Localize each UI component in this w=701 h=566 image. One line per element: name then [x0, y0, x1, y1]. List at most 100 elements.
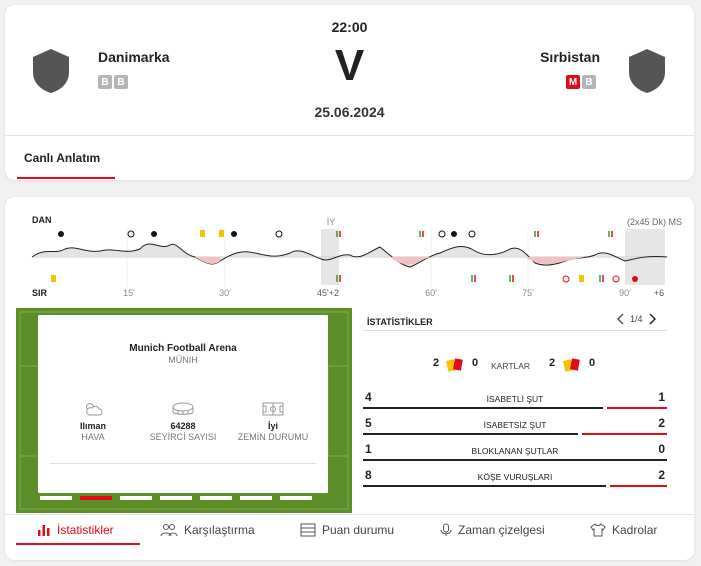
carousel-dot[interactable]: [240, 496, 272, 500]
substitution-icon[interactable]: [336, 231, 341, 237]
stat-away-value: 2: [658, 416, 665, 430]
away-form-badge: M: [566, 75, 580, 89]
away-team-name[interactable]: Sırbistan: [540, 49, 600, 65]
weather-icon: [86, 403, 103, 416]
carousel-dot-active[interactable]: [80, 496, 112, 500]
away-form: M B: [566, 75, 596, 89]
match-time: 22:00: [331, 19, 368, 35]
away-form-badge: B: [582, 75, 596, 89]
shirt-icon: [590, 523, 606, 537]
tick-label: +6: [654, 288, 664, 298]
versus-mark: V: [334, 41, 365, 90]
carousel-dot[interactable]: [160, 496, 192, 500]
tick-label: 75': [522, 288, 534, 298]
divider: [5, 514, 694, 515]
carousel-dot[interactable]: [40, 496, 72, 500]
tab-label: Karşılaştırma: [184, 523, 255, 537]
tick-label: 30': [219, 288, 231, 298]
substitution-icon[interactable]: [471, 275, 476, 282]
carousel-dot[interactable]: [280, 496, 312, 500]
stat-home-bar: [363, 485, 606, 487]
chevron-left-icon[interactable]: [617, 313, 625, 325]
stats-title: İSTATİSTİKLER: [367, 317, 433, 327]
yellow-card-icon[interactable]: [219, 230, 224, 237]
goal-icon[interactable]: [632, 276, 638, 282]
timeline-duration: (2x45 Dk) MS: [626, 217, 682, 227]
stats-pager: 1/4: [617, 313, 656, 325]
substitution-icon[interactable]: [599, 275, 604, 282]
stat-name: BLOKLANAN ŞUTLAR: [471, 446, 559, 456]
stadium-city: MÜNIH: [168, 355, 198, 365]
tab-label: Puan durumu: [322, 523, 395, 537]
stat-row: 5 İSABETSİZ ŞUT 2: [363, 416, 667, 435]
carousel-dot[interactable]: [200, 496, 232, 500]
weather-value: Ilıman: [79, 421, 106, 431]
attendance-info: 64288 SEYİRCİ SAYISI: [133, 401, 233, 442]
missed-chance-icon[interactable]: [562, 275, 570, 283]
match-timeline: 15' 30' 45'+2 60' 75' 90' +6 İY: [31, 217, 668, 298]
match-details-card: DAN SIR (2x45 Dk) MS: [5, 197, 694, 560]
users-icon: [160, 524, 178, 537]
stat-away-value: 2: [658, 468, 665, 482]
home-yellow-cards: 2: [433, 357, 440, 369]
tab-timeline[interactable]: Zaman çizelgesi: [440, 515, 545, 545]
stat-row: 8 KÖŞE VURUŞLARI 2: [363, 468, 667, 487]
pitch-condition-label: ZEMİN DURUMU: [237, 432, 309, 442]
tick-label: 45'+2: [317, 288, 339, 298]
stat-name: İSABETLİ ŞUT: [486, 394, 544, 404]
active-tab-indicator: [17, 177, 115, 179]
stat-away-value: 1: [658, 390, 665, 404]
goal-icon[interactable]: [451, 231, 457, 237]
substitution-icon[interactable]: [509, 275, 514, 282]
chevron-right-icon[interactable]: [648, 313, 656, 325]
goal-icon[interactable]: [231, 231, 237, 237]
away-team-crest-icon: [629, 49, 665, 93]
yellow-card-icon[interactable]: [579, 275, 584, 282]
stat-away-bar: [610, 485, 667, 487]
goal-icon[interactable]: [58, 231, 64, 237]
missed-chance-icon[interactable]: [275, 230, 283, 238]
bar-chart-icon: [38, 525, 50, 536]
momentum-area: [32, 243, 667, 267]
tab-live-commentary[interactable]: Canlı Anlatım: [24, 151, 101, 165]
microphone-icon: [440, 523, 452, 536]
attendance-value: 64288: [170, 421, 196, 431]
momentum-line-home: [31, 243, 196, 258]
yellow-card-icon[interactable]: [51, 275, 56, 282]
missed-chance-icon[interactable]: [438, 230, 446, 238]
substitution-icon[interactable]: [534, 231, 539, 237]
home-team-name[interactable]: Danimarka: [98, 49, 170, 65]
stat-home-value: 8: [365, 468, 372, 482]
missed-chance-icon[interactable]: [612, 275, 620, 283]
tab-standings[interactable]: Puan durumu: [300, 515, 394, 545]
missed-chance-icon[interactable]: [127, 230, 135, 238]
tab-statistics[interactable]: İstatistikler: [37, 515, 114, 545]
stat-row: 1 BLOKLANAN ŞUTLAR 0: [363, 442, 667, 461]
tab-lineups[interactable]: Kadrolar: [590, 515, 657, 545]
missed-chance-icon[interactable]: [468, 230, 476, 238]
tick-label: 15': [123, 288, 135, 298]
tab-comparison[interactable]: Karşılaştırma: [160, 515, 255, 545]
stat-away-bar: [582, 433, 667, 435]
tab-label: Kadrolar: [612, 523, 658, 537]
match-header-card: Danimarka B B 22:00 V 25.06.2024 Sırbist…: [5, 5, 694, 180]
substitution-icon[interactable]: [608, 231, 613, 237]
timeline-away-label: SIR: [32, 288, 48, 298]
attendance-label: SEYİRCİ SAYISI: [149, 432, 217, 442]
tab-label: Zaman çizelgesi: [458, 523, 545, 537]
stat-name: İSABETSİZ ŞUT: [483, 420, 547, 430]
substitution-icon[interactable]: [419, 231, 424, 237]
stat-row: 4 İSABETLİ ŞUT 1: [363, 390, 667, 409]
yellow-red-cards-icon: [446, 358, 463, 372]
carousel-indicators: [40, 496, 312, 500]
away-yellow-cards: 2: [549, 357, 556, 369]
carousel-dot[interactable]: [120, 496, 152, 500]
halftime-label: İY: [327, 217, 336, 227]
substitution-icon[interactable]: [336, 275, 341, 282]
pitch-condition-value: İyi: [267, 421, 278, 431]
stat-home-bar: [363, 433, 578, 435]
tick-label: 60': [425, 288, 437, 298]
yellow-card-icon[interactable]: [200, 230, 205, 237]
venue-info-card: Munich Football Arena MÜNIH Ilıman HAVA …: [38, 315, 328, 493]
goal-icon[interactable]: [151, 231, 157, 237]
